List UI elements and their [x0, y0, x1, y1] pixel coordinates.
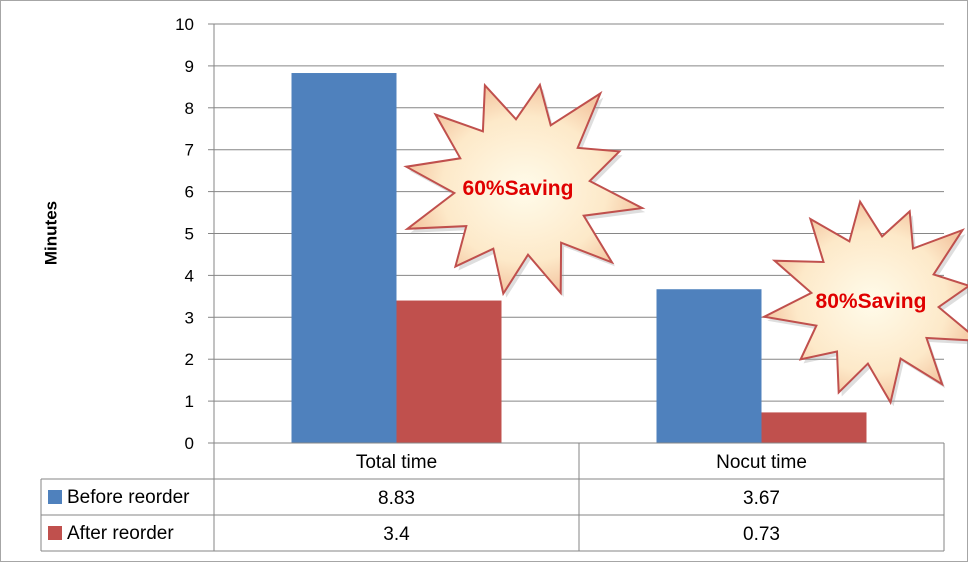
x-category-label: Total time	[356, 452, 437, 473]
saving-annotations: 60%Saving 80%Saving	[403, 82, 968, 407]
y-tick-label: 5	[185, 225, 194, 244]
bar-1-0	[396, 300, 502, 443]
y-tick-label: 4	[185, 266, 194, 285]
saving-burst: 80%Saving	[761, 199, 968, 407]
table-value: 3.4	[383, 524, 410, 545]
burst-label: 60%Saving	[463, 177, 574, 200]
y-tick-label: 6	[185, 183, 194, 202]
legend-label: After reorder	[67, 523, 174, 544]
y-axis-ticks: 0 1 2 3 4 5 6 7 8 9 10	[175, 15, 194, 453]
y-tick-label: 0	[185, 434, 194, 453]
y-axis-label: Minutes	[41, 201, 60, 265]
bar-0-1	[656, 289, 762, 443]
y-tick-label: 9	[185, 57, 194, 76]
burst-shape	[761, 199, 968, 406]
burst-label: 80%Saving	[816, 290, 927, 313]
burst-shape	[403, 82, 646, 297]
table-value: 8.83	[378, 488, 415, 509]
bar-0-0	[291, 73, 397, 443]
data-table: Total time Nocut time Before reorder 8.83 3.…	[40, 442, 945, 552]
bar-1-1	[761, 412, 867, 443]
y-tick-label: 7	[185, 141, 194, 160]
legend-key	[48, 490, 62, 504]
y-tick-label: 3	[185, 308, 194, 327]
y-tick-label: 10	[175, 15, 194, 34]
legend-label: Before reorder	[67, 487, 190, 508]
table-value: 3.67	[743, 488, 780, 509]
table-value: 0.73	[743, 524, 780, 545]
legend-key	[48, 526, 62, 540]
y-tick-label: 1	[185, 392, 194, 411]
x-category-label: Nocut time	[716, 452, 807, 473]
y-tick-label: 2	[185, 350, 194, 369]
bars	[291, 73, 867, 443]
y-tick-label: 8	[185, 99, 194, 118]
saving-burst: 60%Saving	[403, 82, 646, 298]
